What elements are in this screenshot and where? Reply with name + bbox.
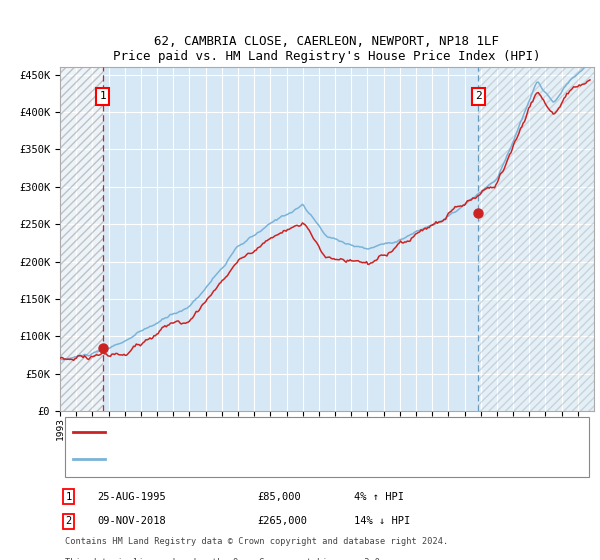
Title: 62, CAMBRIA CLOSE, CAERLEON, NEWPORT, NP18 1LF
Price paid vs. HM Land Registry's: 62, CAMBRIA CLOSE, CAERLEON, NEWPORT, NP… [113,35,541,63]
Text: 62, CAMBRIA CLOSE, CAERLEON, NEWPORT, NP18 1LF (detached house): 62, CAMBRIA CLOSE, CAERLEON, NEWPORT, NP… [113,427,491,437]
Text: This data is licensed under the Open Government Licence v3.0.: This data is licensed under the Open Gov… [65,558,386,560]
Text: Contains HM Land Registry data © Crown copyright and database right 2024.: Contains HM Land Registry data © Crown c… [65,538,449,547]
Text: 4% ↑ HPI: 4% ↑ HPI [354,492,404,502]
Text: 09-NOV-2018: 09-NOV-2018 [97,516,166,526]
Text: 1: 1 [100,91,106,101]
Text: HPI: Average price, detached house, Newport: HPI: Average price, detached house, Newp… [113,454,371,464]
Text: 14% ↓ HPI: 14% ↓ HPI [354,516,410,526]
Text: £265,000: £265,000 [257,516,308,526]
Bar [478,67,594,411]
Text: 1: 1 [65,492,71,502]
Text: 25-AUG-1995: 25-AUG-1995 [97,492,166,502]
Text: 2: 2 [65,516,71,526]
Text: 2: 2 [475,91,482,101]
Text: £85,000: £85,000 [257,492,301,502]
FancyBboxPatch shape [65,417,589,477]
Bar [60,67,103,411]
